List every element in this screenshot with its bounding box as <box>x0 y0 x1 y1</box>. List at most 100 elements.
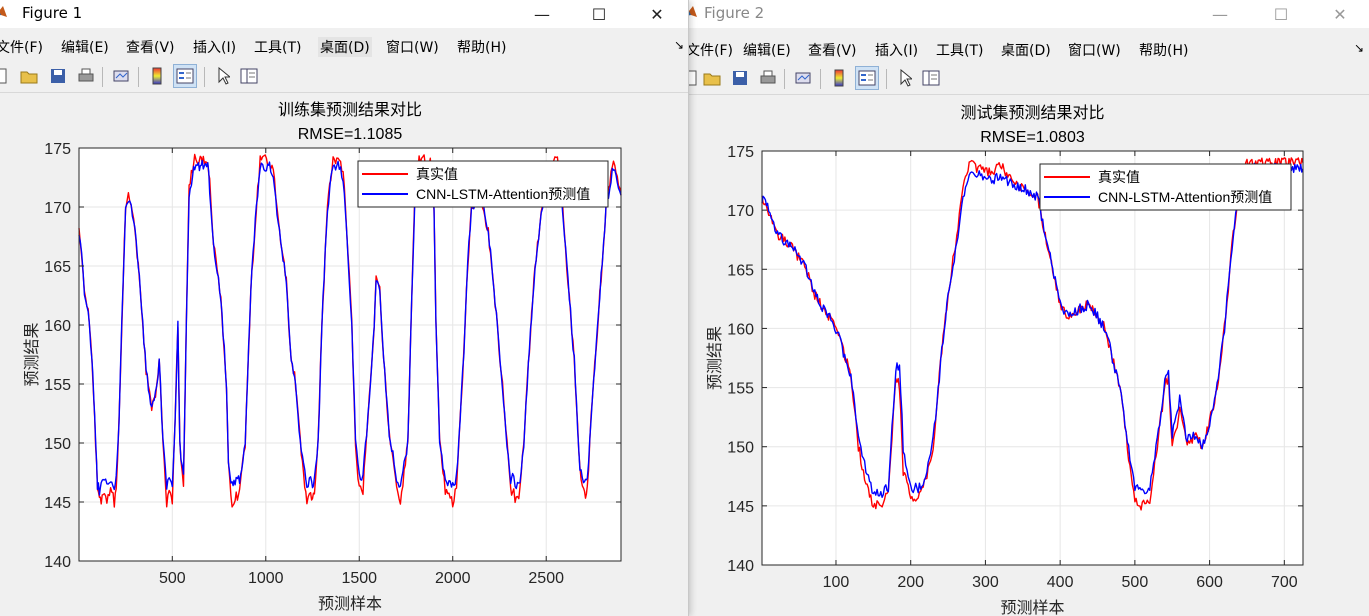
menu-tools[interactable]: 工具(T) <box>254 40 302 56</box>
x-tick-label: 300 <box>972 574 999 591</box>
x-tick-label: 1500 <box>341 570 377 587</box>
x-tick-label: 2000 <box>435 570 471 587</box>
y-tick-label: 145 <box>44 495 71 512</box>
chart-subtitle: RMSE=1.0803 <box>980 129 1085 146</box>
toolbar-separator <box>784 69 785 89</box>
dock-arrow-icon[interactable]: ↘ <box>674 38 685 52</box>
dock-arrow-icon[interactable]: ↘ <box>1354 41 1365 55</box>
save-icon[interactable] <box>729 67 751 89</box>
title-bar[interactable]: Figure 1 — ☐ ✕ <box>0 0 688 28</box>
matlab-icon <box>688 6 697 17</box>
axes-box <box>78 147 622 562</box>
x-tick-label: 2500 <box>528 570 564 587</box>
colorbar-icon[interactable] <box>146 65 168 87</box>
new-figure-icon[interactable] <box>0 65 12 87</box>
toolbar-separator <box>886 69 887 89</box>
menu-help[interactable]: 帮助(H) <box>1139 43 1189 59</box>
legend: 真实值 CNN-LSTM-Attention预测值 <box>1039 163 1292 211</box>
legend-box <box>1039 163 1292 211</box>
link-plot-icon[interactable] <box>792 67 814 89</box>
save-icon[interactable] <box>47 65 69 87</box>
y-tick-label: 145 <box>727 499 754 516</box>
toolbar-separator <box>820 69 821 89</box>
legend-label: 真实值 <box>416 166 458 182</box>
menu-window[interactable]: 窗口(W) <box>1068 43 1121 59</box>
x-tick-label: 100 <box>823 574 850 591</box>
toolbar <box>0 62 688 93</box>
legend-label: 真实值 <box>1098 169 1140 185</box>
legend: 真实值 CNN-LSTM-Attention预测值 <box>357 160 609 208</box>
y-tick-label: 160 <box>44 318 71 335</box>
x-tick-label: 600 <box>1196 574 1223 591</box>
series-line <box>78 159 622 496</box>
menu-bar: 文件(F) 编辑(E) 查看(V) 插入(I) 工具(T) 桌面(D) 窗口(W… <box>0 30 688 60</box>
figure-area: 500 1000 1500 2000 2500 140 145 150 155 160 165 170… <box>0 93 688 616</box>
y-axis-label: 预测结果 <box>23 322 41 386</box>
y-tick-label: 150 <box>727 440 754 457</box>
window-title: Figure 2 <box>704 4 765 22</box>
x-tick-label: 400 <box>1047 574 1074 591</box>
maximize-button[interactable]: ☐ <box>1273 4 1289 24</box>
legend-label: CNN-LSTM-Attention预测值 <box>416 186 590 202</box>
minimize-button[interactable]: — <box>534 4 550 24</box>
colorbar-icon[interactable] <box>828 67 850 89</box>
x-tick-label: 200 <box>897 574 924 591</box>
figure-1-window: Figure 1 — ☐ ✕ 文件(F) 编辑(E) 查看(V) 插入(I) 工… <box>0 0 689 616</box>
x-tick-label: 500 <box>1122 574 1149 591</box>
menu-desktop[interactable]: 桌面(D) <box>318 37 372 57</box>
chart-test[interactable]: 100 200 300 400 500 600 700 140 145 150 155 160 165 1… <box>688 95 1369 616</box>
menu-tools[interactable]: 工具(T) <box>936 43 984 59</box>
menu-window[interactable]: 窗口(W) <box>386 40 439 56</box>
menu-edit[interactable]: 编辑(E) <box>61 40 109 56</box>
menu-file[interactable]: 文件(F) <box>0 40 43 56</box>
y-tick-label: 170 <box>44 200 71 217</box>
print-icon[interactable] <box>757 67 779 89</box>
x-axis-label: 预测样本 <box>318 595 382 613</box>
toolbar <box>688 64 1369 95</box>
close-button[interactable]: ✕ <box>650 4 664 24</box>
legend-icon[interactable] <box>855 66 879 90</box>
chart-title: 测试集预测结果对比 <box>960 104 1104 122</box>
y-axis-label: 预测结果 <box>706 326 724 390</box>
y-tick-label: 170 <box>727 203 754 220</box>
title-bar[interactable]: Figure 2 — ☐ ✕ <box>688 0 1369 28</box>
series-line <box>761 162 1304 498</box>
menu-view[interactable]: 查看(V) <box>808 43 857 59</box>
legend-icon[interactable] <box>173 64 197 88</box>
open-file-icon[interactable] <box>18 65 40 87</box>
menu-desktop[interactable]: 桌面(D) <box>1001 43 1051 59</box>
toolbar-separator <box>102 67 103 87</box>
y-tick-label: 140 <box>727 558 754 575</box>
y-tick-label: 165 <box>727 262 754 279</box>
new-figure-icon[interactable] <box>688 67 702 89</box>
link-plot-icon[interactable] <box>110 65 132 87</box>
menu-view[interactable]: 查看(V) <box>126 40 175 56</box>
figure-2-window: Figure 2 — ☐ ✕ 文件(F) 编辑(E) 查看(V) 插入(I) 工… <box>688 0 1369 616</box>
plot-area <box>762 151 1303 565</box>
x-tick-label: 1000 <box>248 570 284 587</box>
y-tick-label: 175 <box>727 144 754 161</box>
menu-edit[interactable]: 编辑(E) <box>743 43 791 59</box>
legend-label: CNN-LSTM-Attention预测值 <box>1098 189 1272 205</box>
axes-box <box>761 150 1304 566</box>
chart-title: 训练集预测结果对比 <box>278 101 422 119</box>
menu-insert[interactable]: 插入(I) <box>875 43 919 59</box>
y-tick-label: 140 <box>44 554 71 571</box>
menu-help[interactable]: 帮助(H) <box>457 40 507 56</box>
property-inspector-icon[interactable] <box>920 67 942 89</box>
minimize-button[interactable]: — <box>1212 4 1228 24</box>
print-icon[interactable] <box>75 65 97 87</box>
open-file-icon[interactable] <box>701 67 723 89</box>
property-inspector-icon[interactable] <box>238 65 260 87</box>
pointer-icon[interactable] <box>894 67 916 89</box>
y-tick-label: 150 <box>44 436 71 453</box>
maximize-button[interactable]: ☐ <box>591 4 607 24</box>
close-button[interactable]: ✕ <box>1333 4 1347 24</box>
chart-train[interactable]: 500 1000 1500 2000 2500 140 145 150 155 160 165 170… <box>0 93 688 616</box>
menu-bar: 文件(F) 编辑(E) 查看(V) 插入(I) 工具(T) 桌面(D) 窗口(W… <box>688 30 1369 60</box>
pointer-icon[interactable] <box>212 65 234 87</box>
window-title: Figure 1 <box>22 4 83 22</box>
menu-insert[interactable]: 插入(I) <box>193 40 237 56</box>
menu-file[interactable]: 文件(F) <box>688 43 733 59</box>
y-tick-label: 175 <box>44 141 71 158</box>
